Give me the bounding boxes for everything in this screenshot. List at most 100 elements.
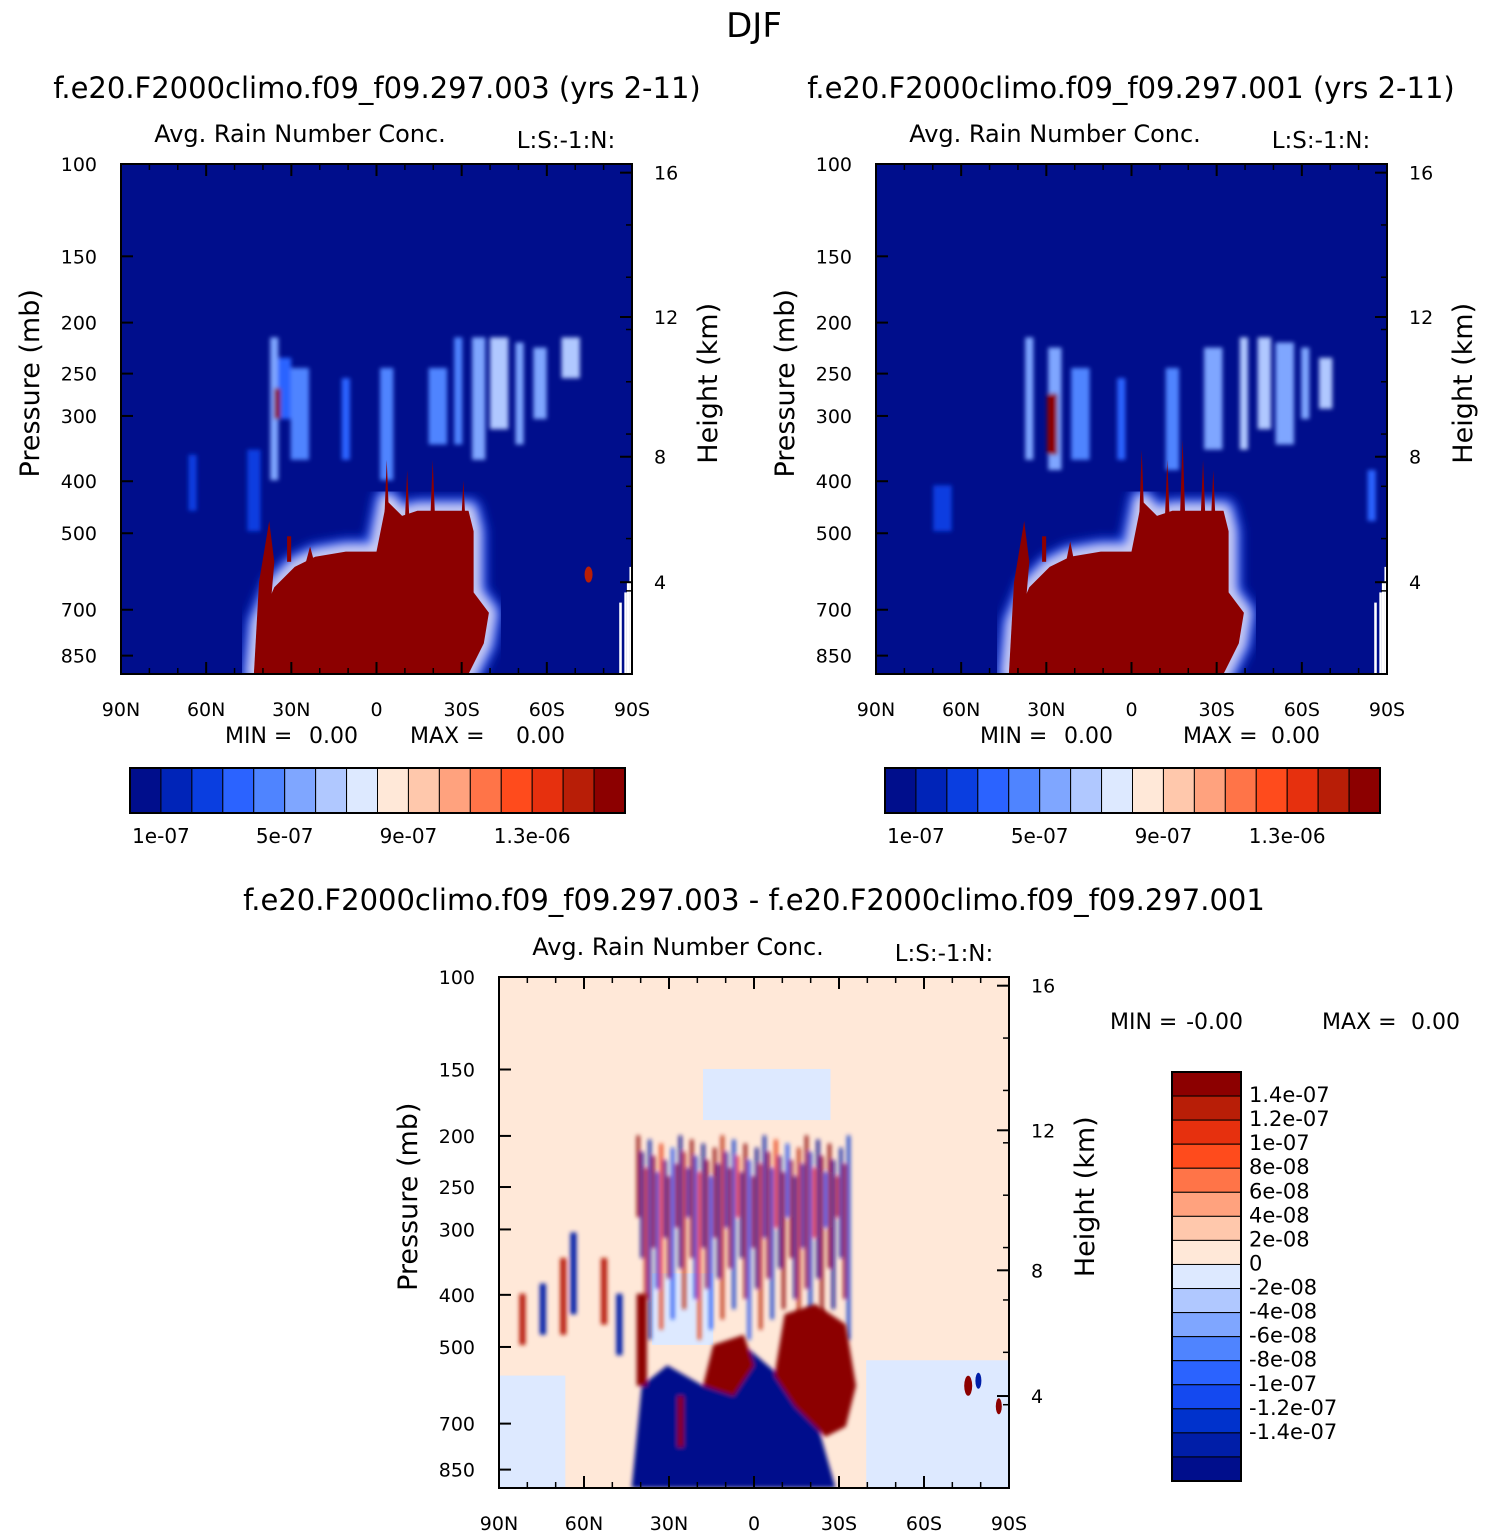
x-tick-label: 0 [748, 1513, 760, 1535]
diff-streak [812, 1168, 816, 1238]
colorbar-box [1348, 767, 1381, 814]
diff-streak [751, 1176, 755, 1248]
streak [472, 337, 486, 460]
colorbar-box [1171, 1119, 1242, 1145]
colorbar-box [346, 767, 378, 814]
colorbar-box [1171, 1215, 1242, 1241]
colorbar-box [1101, 767, 1133, 814]
streak [515, 342, 524, 445]
rain-spot [584, 566, 593, 583]
y-tick-label: 700 [816, 600, 852, 622]
diff-streak [839, 1147, 843, 1259]
colorbar-box [1255, 767, 1288, 814]
y-tick-label: 300 [816, 406, 852, 428]
max-value: 0.00 [1411, 1010, 1460, 1035]
x-tick-label: 30S [444, 699, 480, 721]
x-tick-label: 90N [857, 699, 895, 721]
y2-tick-label: 4 [1031, 1386, 1043, 1408]
diff-streak [671, 1147, 675, 1320]
missing-data [1374, 602, 1377, 674]
streak [1204, 347, 1223, 450]
case-title: f.e20.F2000climo.f09_f09.297.001 (yrs 2-… [807, 71, 1454, 105]
y2-tick-label: 16 [654, 163, 678, 185]
diff-streak [827, 1143, 832, 1269]
colorbar-label: 5e-07 [256, 824, 314, 848]
y-tick-label: 150 [816, 246, 852, 268]
x-tick-label: 90S [614, 699, 650, 721]
colorbar-label: 1.3e-06 [1249, 824, 1326, 848]
rain-column [253, 521, 275, 674]
max-label: MAX = [1183, 724, 1258, 749]
colorbar-frame [884, 767, 1381, 814]
colorbar-label: 9e-07 [1135, 824, 1193, 848]
colorbar-box [500, 767, 533, 814]
spike [382, 459, 391, 562]
spike [459, 480, 468, 562]
region [866, 1360, 1009, 1488]
y-tick-label: 400 [61, 471, 97, 493]
x-tick-label: 0 [1125, 699, 1137, 721]
diff-streak [797, 1147, 801, 1340]
colorbar-box [946, 767, 979, 814]
spike [428, 459, 437, 562]
streak [247, 449, 261, 532]
colorbar-box [1171, 1143, 1242, 1169]
y2-axis-title: Height (km) [693, 303, 724, 464]
y-tick-label: 100 [439, 967, 475, 989]
streak [1257, 337, 1272, 430]
max-label: MAX = [410, 724, 485, 749]
colorbar-box [1171, 1191, 1242, 1217]
diff-streak [720, 1135, 724, 1320]
x-tick-label: 60N [942, 699, 980, 721]
diff-streak [655, 1172, 659, 1289]
colorbar-box [253, 767, 286, 814]
diff-streak [678, 1135, 682, 1269]
diff-streak [709, 1176, 713, 1330]
diff-streak [697, 1172, 701, 1340]
colorbar-label: 0 [1249, 1251, 1262, 1275]
y2-tick-label: 12 [654, 307, 678, 329]
colorbar-label: 5e-07 [1011, 824, 1069, 848]
y-axis-title: Pressure (mb) [393, 1103, 424, 1291]
colorbar-label: 1e-07 [1249, 1131, 1310, 1155]
y2-axis-title: Height (km) [1448, 303, 1479, 464]
variable-title: Avg. Rain Number Conc. [532, 933, 824, 961]
diff-streak [805, 1135, 809, 1289]
colorbar-box [377, 767, 409, 814]
panel-2: f.e20.F2000climo.f09_f09.297.003 - f.e20… [243, 883, 1460, 1535]
diff-streak [816, 1139, 820, 1279]
colorbar-box [593, 767, 626, 814]
colorbar-label: 1.3e-06 [494, 824, 571, 848]
diff-streak [560, 1258, 567, 1335]
streak [277, 357, 292, 419]
y-tick-label: 300 [439, 1219, 475, 1241]
colorbar-frame [1171, 1071, 1242, 1482]
y2-tick-label: 4 [1409, 572, 1421, 594]
y-tick-label: 400 [816, 471, 852, 493]
diff-streak [847, 1135, 851, 1340]
y-tick-label: 150 [61, 246, 97, 268]
colorbar-box [1171, 1312, 1242, 1338]
colorbar-box [1171, 1263, 1242, 1290]
x-tick-label: 90S [1369, 699, 1405, 721]
y2-tick-label: 16 [1409, 163, 1433, 185]
streak [933, 485, 952, 532]
min-label: MIN = [1110, 1010, 1177, 1035]
x-tick-label: 30N [650, 1513, 688, 1535]
colorbar-label: -2e-08 [1249, 1276, 1317, 1300]
spike [1198, 459, 1208, 562]
max-label: MAX = [1322, 1010, 1397, 1035]
red-core [774, 1304, 856, 1437]
red-core [636, 1293, 647, 1386]
colorbar-frame [129, 767, 626, 814]
x-tick-label: 30N [272, 699, 310, 721]
colorbar-label: 4e-08 [1249, 1203, 1310, 1227]
streak-hot [274, 388, 281, 419]
diff-streak [774, 1139, 778, 1228]
diff-streak [843, 1164, 847, 1299]
diff-streak [793, 1176, 797, 1299]
y-tick-label: 700 [439, 1414, 475, 1436]
max-value: 0.00 [516, 724, 565, 749]
diff-streak [835, 1176, 839, 1218]
colorbar-label: -8e-08 [1249, 1348, 1317, 1372]
